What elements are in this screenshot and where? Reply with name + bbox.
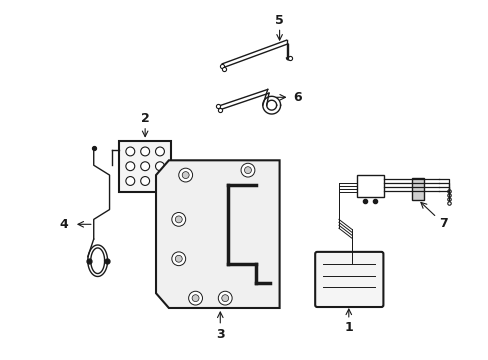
Circle shape (221, 295, 228, 302)
Text: 6: 6 (292, 91, 301, 104)
Circle shape (218, 291, 232, 305)
Circle shape (192, 295, 199, 302)
Text: 5: 5 (275, 14, 284, 27)
Circle shape (175, 216, 182, 223)
Circle shape (141, 162, 149, 171)
Circle shape (125, 176, 135, 185)
Circle shape (155, 176, 164, 185)
Circle shape (171, 252, 185, 266)
Text: 1: 1 (344, 321, 352, 334)
FancyBboxPatch shape (315, 252, 383, 307)
Circle shape (171, 212, 185, 226)
Circle shape (125, 147, 135, 156)
Bar (356, 175, 384, 197)
Circle shape (241, 163, 254, 177)
Text: 4: 4 (60, 218, 68, 231)
Circle shape (141, 176, 149, 185)
Text: 7: 7 (438, 217, 447, 230)
Circle shape (155, 162, 164, 171)
Polygon shape (156, 160, 279, 308)
Bar (411, 178, 423, 200)
Circle shape (188, 291, 202, 305)
Circle shape (182, 172, 189, 179)
Text: 2: 2 (141, 112, 149, 125)
Text: 3: 3 (216, 328, 224, 341)
Circle shape (155, 147, 164, 156)
Circle shape (244, 167, 251, 174)
Circle shape (125, 162, 135, 171)
Circle shape (179, 168, 192, 182)
Circle shape (141, 147, 149, 156)
Circle shape (175, 255, 182, 262)
Bar (119, 141, 170, 192)
